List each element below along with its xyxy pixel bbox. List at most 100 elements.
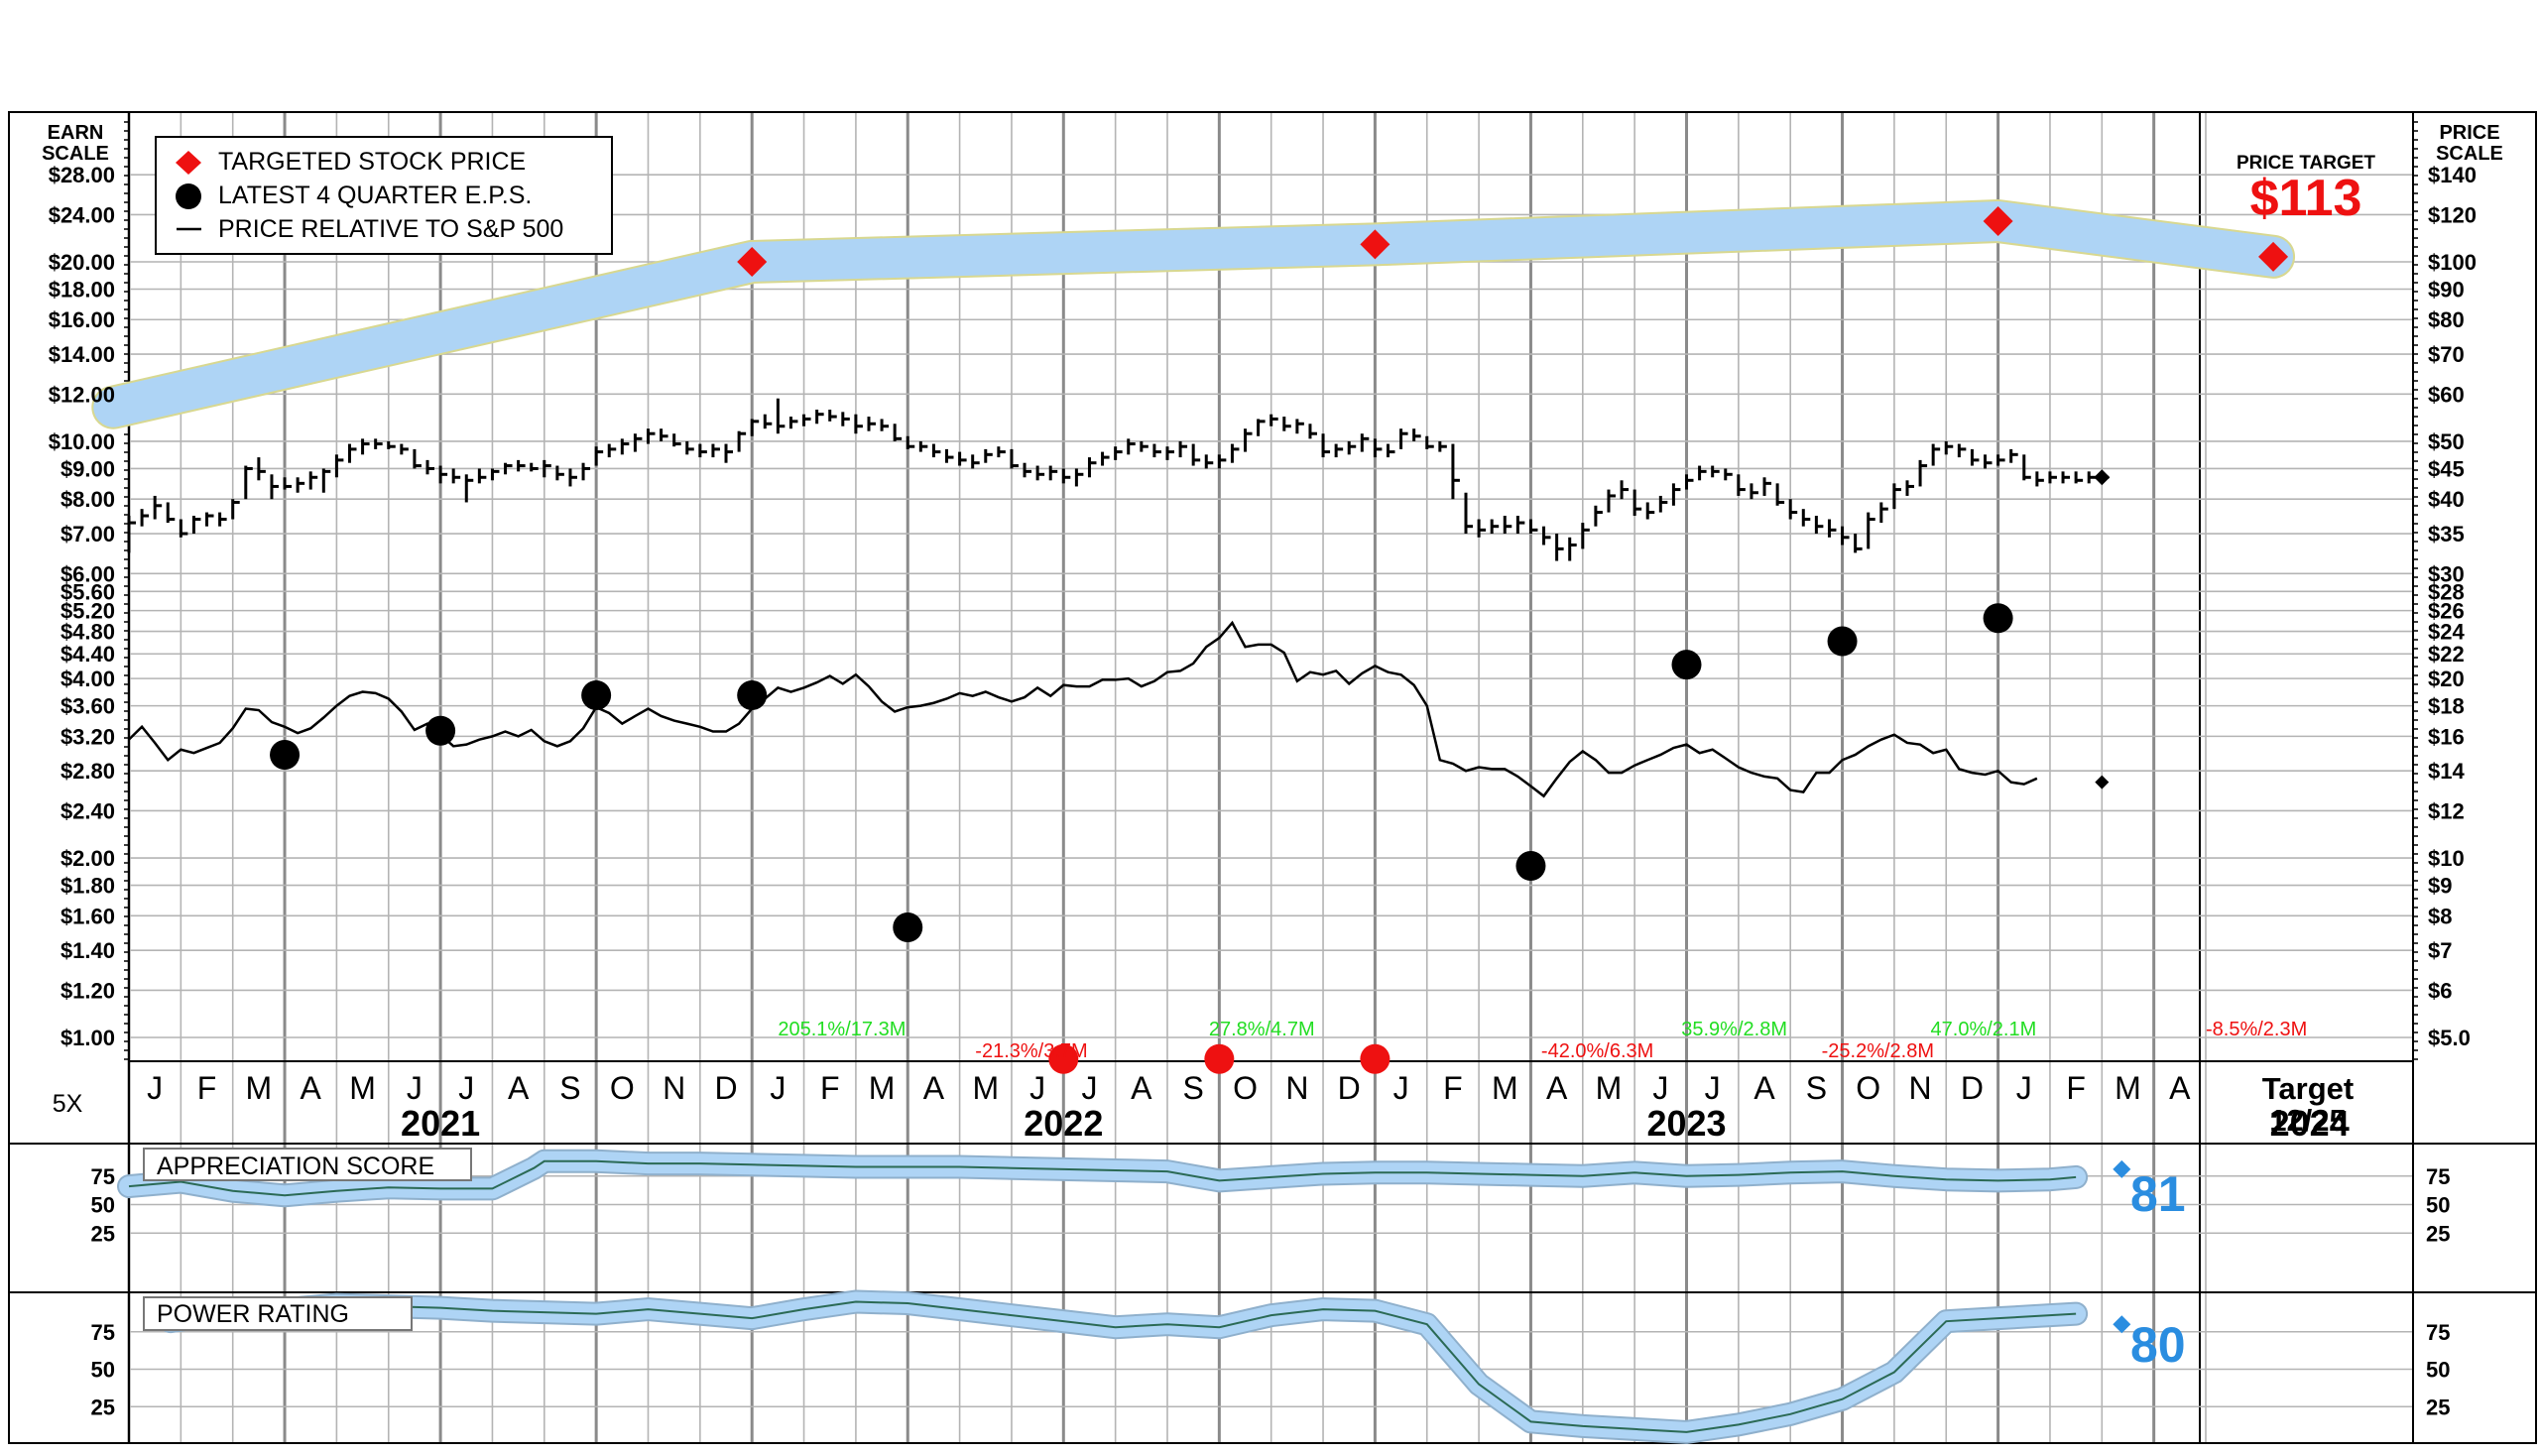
year-label: 2021	[401, 1103, 480, 1144]
price-tick-label: $24	[2428, 620, 2465, 645]
month-label: M	[972, 1070, 999, 1106]
power-tick-right: 75	[2426, 1320, 2450, 1345]
price-tick-label: $6	[2428, 978, 2452, 1003]
month-label: S	[1806, 1070, 1827, 1106]
target-diamonds	[737, 206, 2289, 277]
price-scale-title: PRICE SCALE	[2436, 122, 2503, 165]
year-label: 2024	[2270, 1103, 2350, 1144]
earn-tick-label: $14.00	[49, 342, 115, 367]
month-label: D	[1961, 1070, 1984, 1106]
price-tick-label: $60	[2428, 382, 2465, 407]
legend-label-eps: LATEST 4 QUARTER E.P.S.	[218, 182, 532, 209]
eps-change-label: -8.5%/2.3M	[2206, 1019, 2307, 1040]
eps-circle	[1048, 1043, 1079, 1074]
earn-tick-label: $4.40	[60, 642, 115, 667]
month-label: M	[1596, 1070, 1623, 1106]
month-label: M	[246, 1070, 273, 1106]
month-label: F	[2066, 1070, 2086, 1106]
month-label: A	[508, 1070, 530, 1106]
score-panels	[117, 1149, 2131, 1444]
earn-scale-title-2: SCALE	[42, 143, 109, 165]
earn-tick-label: $1.80	[60, 874, 115, 899]
month-label: O	[610, 1070, 635, 1106]
earn-tick-label: $5.20	[60, 599, 115, 624]
month-label: N	[663, 1070, 685, 1106]
power-panel-header: POWER RATING 80	[143, 1296, 2186, 1373]
rs-last-diamond	[2095, 775, 2110, 789]
scale-note: 5X	[53, 1090, 83, 1118]
month-label: D	[714, 1070, 737, 1106]
eps-circle	[425, 715, 456, 746]
eps-circle	[1360, 1043, 1390, 1074]
appreciation-last-diamond	[2113, 1159, 2131, 1178]
month-label: J	[407, 1070, 423, 1106]
eps-circle	[270, 739, 301, 770]
appreciation-value: 81	[2130, 1166, 2186, 1222]
power-value: 80	[2130, 1317, 2186, 1373]
axis-labels: $28.00 $24.00 $20.00 $18.00 $16.00 $14.00 $12.…	[49, 163, 2477, 1419]
month-label: J	[770, 1070, 786, 1106]
price-tick-label: $70	[2428, 342, 2465, 367]
earn-tick-label: $12.00	[49, 382, 115, 407]
eps-circle	[1515, 851, 1546, 882]
appreciation-tick-right: 50	[2426, 1193, 2450, 1218]
eps-circle	[1671, 650, 1702, 680]
price-scale-title-2: SCALE	[2436, 143, 2503, 165]
chart-frame	[8, 111, 2537, 1444]
month-label: A	[2169, 1070, 2191, 1106]
power-tick-right: 50	[2426, 1358, 2450, 1383]
price-tick-label: $40	[2428, 487, 2465, 512]
month-label: N	[1285, 1070, 1308, 1106]
month-label: J	[458, 1070, 474, 1106]
price-tick-label: $14	[2428, 759, 2465, 784]
target-diamond	[1983, 206, 2013, 237]
month-label: J	[1029, 1070, 1045, 1106]
earn-tick-label: $16.00	[49, 307, 115, 332]
earn-tick-label: $24.00	[49, 202, 115, 227]
earn-tick-label: $2.40	[60, 798, 115, 823]
earn-scale-title: EARN SCALE	[42, 122, 109, 165]
power-tick-right: 25	[2426, 1395, 2450, 1419]
eps-circle	[893, 911, 923, 942]
outer-frame	[8, 111, 2537, 1444]
legend-label-target: TARGETED STOCK PRICE	[218, 148, 526, 176]
eps-change-label: 35.9%/2.8M	[1681, 1019, 1787, 1040]
price-tick-label: $5.0	[2428, 1026, 2471, 1050]
month-label: O	[1856, 1070, 1880, 1106]
appreciation-label: APPRECIATION SCORE	[157, 1153, 434, 1180]
power-label: POWER RATING	[157, 1300, 349, 1328]
appreciation-line	[128, 1159, 2077, 1197]
eps-change-label: 205.1%/17.3M	[778, 1019, 906, 1040]
earn-tick-label: $1.00	[60, 1026, 115, 1050]
earn-tick-label: $1.20	[60, 978, 115, 1003]
eps-change-labels: 205.1%/17.3M -21.3%/3.7M 27.8%/4.7M -42.0%/…	[778, 1019, 2307, 1062]
eps-change-label: -21.3%/3.7M	[975, 1040, 1087, 1062]
eps-circle	[581, 679, 612, 710]
eps-change-label: 27.8%/4.7M	[1209, 1019, 1315, 1040]
year-label: 2022	[1024, 1103, 1103, 1144]
target-label-1: Target	[2262, 1071, 2354, 1106]
power-last-diamond	[2113, 1315, 2131, 1334]
target-diamond	[1360, 229, 1390, 260]
legend-diamond-icon	[176, 151, 201, 175]
earn-tick-label: $9.00	[60, 456, 115, 481]
price-tick-label: $12	[2428, 798, 2465, 823]
earn-tick-label: $10.00	[49, 429, 115, 454]
earn-tick-label: $18.00	[49, 278, 115, 303]
earn-tick-label: $2.80	[60, 759, 115, 784]
earn-tick-label: $3.60	[60, 694, 115, 719]
legend-circle-icon	[176, 183, 201, 209]
legend: TARGETED STOCK PRICE LATEST 4 QUARTER E.…	[155, 136, 613, 255]
eps-circle	[1827, 626, 1858, 657]
price-tick-label: $16	[2428, 724, 2465, 749]
eps-circle	[737, 679, 768, 710]
price-tick-label: $120	[2428, 202, 2477, 227]
earn-tick-label: $4.80	[60, 620, 115, 645]
price-tick-label: $22	[2428, 642, 2465, 667]
earn-tick-label: $1.60	[60, 904, 115, 928]
eps-circle	[1204, 1043, 1235, 1074]
price-tick-label: $8	[2428, 904, 2452, 928]
appreciation-tick-left: 25	[91, 1221, 115, 1246]
month-label: J	[2016, 1070, 2032, 1106]
